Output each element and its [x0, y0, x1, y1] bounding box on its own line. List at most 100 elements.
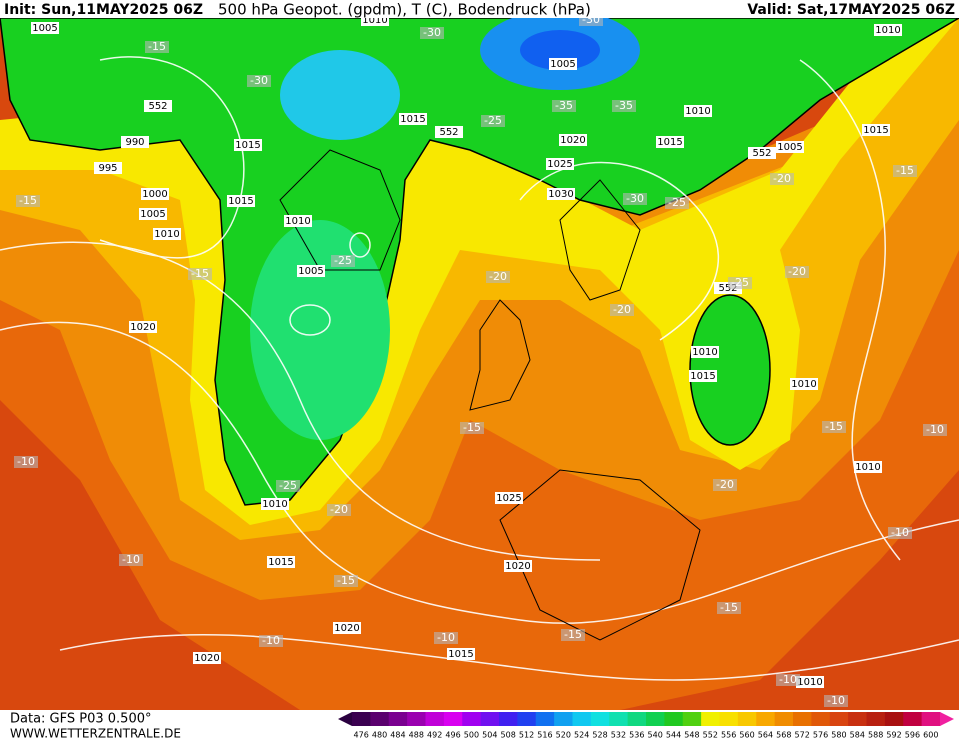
pressure-label: 1005: [32, 23, 57, 34]
colorbar-segment: [884, 712, 904, 726]
pressure-label: 1020: [560, 135, 585, 146]
pressure-label-box: [31, 22, 59, 34]
pressure-label: 1010: [855, 462, 880, 473]
colorbar-label: 536: [629, 731, 644, 740]
temp-label-box: [188, 268, 212, 280]
colorbar: 476 480 484 488 492 496 500 504 508 512 516 520 524 5…: [338, 712, 954, 740]
pressure-label: 1010: [692, 347, 717, 358]
temp-label-box: [610, 304, 634, 316]
colorbar-label: 556: [721, 731, 736, 740]
colorbar-label: 480: [372, 731, 387, 740]
colorbar-label: 484: [390, 731, 405, 740]
pressure-label-box: [656, 136, 684, 148]
colorbar-label: 552: [703, 731, 718, 740]
temperature-label: -20: [613, 303, 631, 316]
temp-label-box: [770, 173, 794, 185]
pressure-label: 1000: [142, 189, 167, 200]
pressure-label: 1015: [448, 649, 473, 660]
pressure-label: 1020: [130, 322, 155, 333]
header-bar: [0, 0, 959, 18]
temp-label-box: [16, 195, 40, 207]
colorbar-arrow: [338, 712, 352, 726]
pressure-label-box: [267, 556, 295, 568]
temperature-label: -20: [788, 265, 806, 278]
isobars: [0, 56, 959, 681]
colorbar-segment: [921, 712, 941, 726]
colorbar-arrow: [940, 712, 954, 726]
temperature-label: -30: [626, 192, 644, 205]
pressure-label-box: [547, 188, 575, 200]
colorbar-segment: [701, 712, 720, 726]
pressure-label-box: [790, 378, 818, 390]
temp-label-box: [334, 575, 358, 587]
colorbar-label: 524: [574, 731, 589, 740]
colorbar-segment: [903, 712, 923, 726]
colorbar-label: 528: [592, 731, 607, 740]
pressure-label: 1005: [550, 59, 575, 70]
colorbar-segment: [499, 712, 518, 726]
colorbar-segment: [425, 712, 445, 726]
colorbar-segment: [517, 712, 537, 726]
pressure-label-box: [94, 162, 122, 174]
colorbar-label: 592: [886, 731, 901, 740]
colorbar-segment: [756, 712, 776, 726]
pressure-label: 1015: [235, 140, 260, 151]
colorbar-label: 568: [776, 731, 791, 740]
temperature-label: -20: [716, 478, 734, 491]
pressure-label: 1005: [777, 142, 802, 153]
colorbar-label: 588: [868, 731, 883, 740]
colorbar-segment: [370, 712, 390, 726]
temperature-label: -10: [122, 553, 140, 566]
pressure-label: 1010: [875, 25, 900, 36]
colorbar-segment: [848, 712, 867, 726]
temp-label-box: [776, 674, 800, 686]
colorbar-segment: [774, 712, 794, 726]
temp-label-box: [612, 100, 636, 112]
pressure-label: 1010: [685, 106, 710, 117]
colorbar-label: 544: [666, 731, 681, 740]
temp-label-box: [893, 165, 917, 177]
pressure-label-box: [874, 24, 902, 36]
colorbar-segment: [388, 712, 408, 726]
colorbar-label: 508: [501, 731, 516, 740]
pressure-label: 1010: [797, 677, 822, 688]
colorbar-label: 504: [482, 731, 497, 740]
colorbar-segment: [866, 712, 886, 726]
colorbar-segment: [480, 712, 500, 726]
temp-label-box: [145, 41, 169, 53]
pressure-label: 1005: [298, 266, 323, 277]
pressure-label: 1020: [505, 561, 530, 572]
pressure-label-box: [129, 321, 157, 333]
cold-core: [280, 50, 400, 140]
temperature-label: -15: [825, 420, 843, 433]
pressure-label-box: [776, 141, 804, 153]
temp-label-box: [14, 456, 38, 468]
pressure-label: 552: [439, 127, 458, 138]
temp-label-box: [460, 422, 484, 434]
temperature-label: -20: [773, 172, 791, 185]
colorbar-segment: [462, 712, 482, 726]
temp-label-box: [785, 266, 809, 278]
temperature-label: -10: [17, 455, 35, 468]
temperature-label: -10: [827, 694, 845, 707]
temp-label-box: [665, 197, 689, 209]
temp-label-box: [481, 115, 505, 127]
pressure-label-box: [227, 195, 255, 207]
temperature-label: -25: [668, 196, 686, 209]
temperature-label: -25: [731, 276, 749, 289]
colorbar-label: 560: [739, 731, 754, 740]
colorbar-label: 576: [813, 731, 828, 740]
colorbar-label: 600: [923, 731, 938, 740]
pressure-label: 552: [148, 101, 167, 112]
pressure-label: 990: [125, 137, 144, 148]
colorbar-segment: [627, 712, 647, 726]
colorbar-label: 564: [758, 731, 773, 740]
temperature-label: -15: [720, 601, 738, 614]
temperature-label: -15: [564, 628, 582, 641]
temp-label-box: [824, 695, 848, 707]
colorbar-segment: [646, 712, 665, 726]
temperature-label: -10: [437, 631, 455, 644]
pressure-label: 1015: [690, 371, 715, 382]
pressure-label-box: [689, 370, 717, 382]
